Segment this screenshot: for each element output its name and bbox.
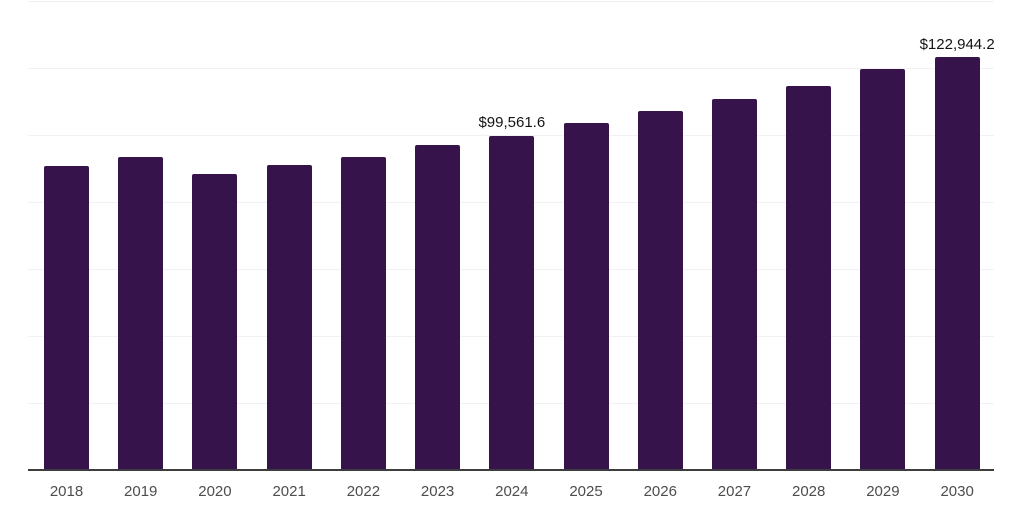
bar-2025[interactable] [563,122,609,470]
gridline [28,1,994,2]
bar-2030[interactable] [934,57,980,470]
x-tick-2023: 2023 [420,483,455,500]
gridline [28,68,994,70]
bar-2021[interactable] [266,164,312,470]
x-tick-2019: 2019 [124,483,158,500]
x-tick-2027: 2027 [717,483,752,500]
bar-2020[interactable] [192,173,238,470]
bar-2018[interactable] [44,166,89,470]
x-tick-2020: 2020 [198,483,232,500]
bar-2024[interactable] [489,135,535,470]
x-tick-2030: 2030 [940,483,974,500]
x-tick-2029: 2029 [866,483,900,500]
x-tick-2025: 2025 [569,483,603,500]
x-tick-2026: 2026 [643,483,677,500]
bar-2019[interactable] [118,156,164,470]
x-tick-2022: 2022 [346,483,381,500]
bar-2027[interactable] [711,98,757,470]
x-tick-2021: 2021 [272,483,306,500]
x-axis-line [28,469,994,471]
bar-2028[interactable] [786,85,832,470]
x-tick-2024: 2024 [495,483,529,500]
value-label-2030: $122,944.2 [919,35,995,53]
bar-2022[interactable] [340,156,386,470]
bar-2029[interactable] [860,69,906,470]
x-tick-2018: 2018 [49,483,84,500]
bar-2023[interactable] [415,145,461,470]
x-tick-2028: 2028 [792,483,826,500]
plot-area: $99,561.6 $122,944.2 [28,1,995,471]
value-label-2024: $99,561.6 [478,114,546,132]
bar-2026[interactable] [637,111,683,470]
